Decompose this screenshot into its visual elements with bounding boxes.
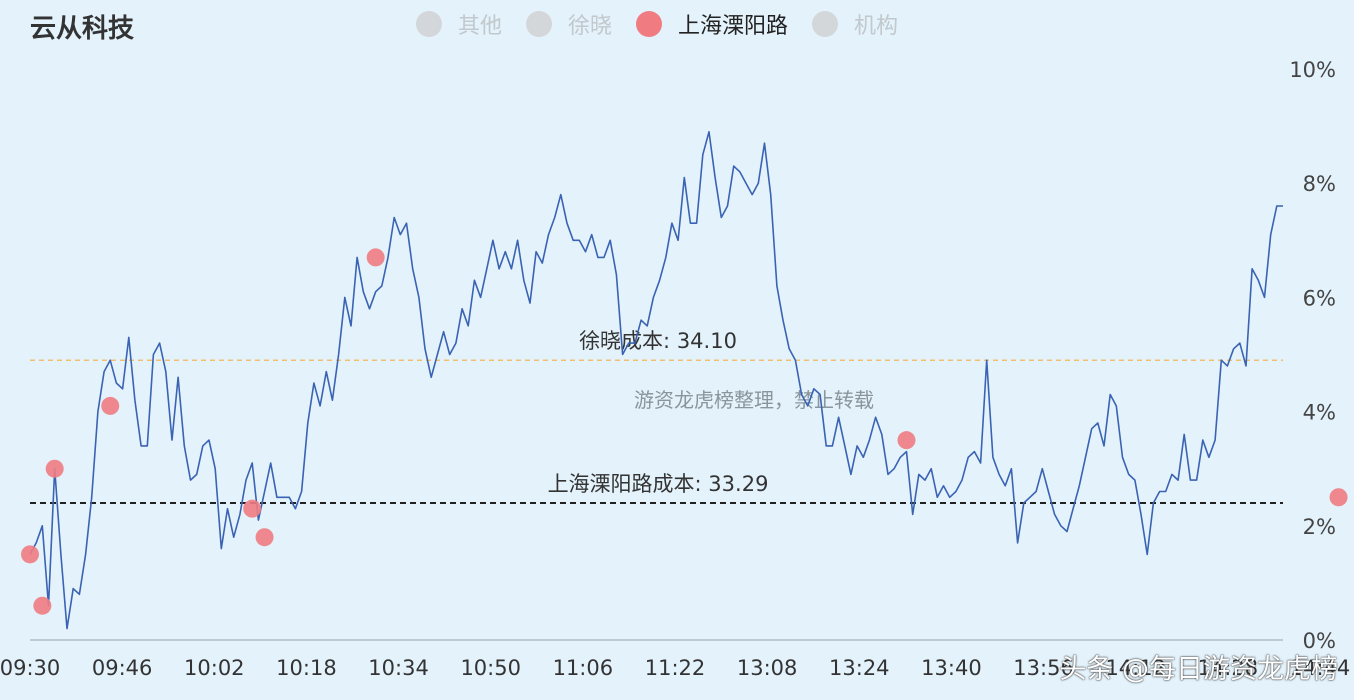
trade-marker-dot	[255, 528, 274, 547]
x-tick-label: 11:06	[553, 656, 614, 680]
x-tick-label: 11:22	[645, 656, 706, 680]
trade-marker-dot	[21, 545, 39, 564]
x-tick-label: 10:02	[184, 656, 245, 680]
x-tick-label: 09:30	[0, 656, 60, 680]
legend-dot-icon	[526, 11, 553, 37]
x-tick-label: 09:46	[92, 656, 153, 680]
cost-reference-label: 上海溧阳路成本: 33.29	[548, 472, 769, 496]
cost-reference-label: 徐晓成本: 34.10	[579, 329, 737, 353]
trade-marker-dot	[897, 431, 916, 450]
x-tick-label: 14:28	[1198, 656, 1259, 680]
legend-dot-icon	[416, 11, 442, 37]
legend-label: 徐晓	[568, 14, 613, 39]
legend-label: 上海溧阳路	[678, 14, 789, 39]
legend-label: 其他	[458, 14, 503, 39]
legend-dot-icon	[812, 11, 839, 37]
x-tick-label: 13:08	[737, 656, 798, 680]
x-tick-label: 13:56	[1013, 656, 1074, 680]
legend-item[interactable]: 上海溧阳路	[636, 8, 788, 40]
source-watermark: 头条 @每日游资龙虎榜	[1059, 654, 1338, 685]
price-series-line	[29, 131, 1283, 630]
y-tick-label: 10%	[1289, 58, 1336, 82]
legend-item[interactable]: 徐晓	[526, 8, 612, 40]
legend-label: 机构	[854, 14, 899, 39]
legend-item[interactable]: 机构	[812, 8, 898, 40]
x-tick-label: 14:44	[1290, 656, 1351, 680]
x-tick-label: 10:34	[368, 656, 429, 680]
chart-legend: 其他 徐晓 上海溧阳路 机构	[416, 8, 922, 40]
trade-marker-dot	[33, 596, 52, 615]
y-tick-label: 6%	[1303, 286, 1336, 310]
x-tick-label: 10:50	[460, 656, 521, 680]
chart-title: 云从科技	[30, 14, 135, 44]
trade-marker-dot	[101, 396, 120, 415]
y-tick-label: 0%	[1303, 629, 1336, 653]
x-tick-label: 10:18	[276, 656, 337, 680]
x-tick-label: 13:24	[829, 656, 890, 680]
chart-watermark: 游资龙虎榜整理，禁止转载	[634, 388, 874, 412]
y-tick-label: 8%	[1303, 172, 1336, 196]
trade-marker-dot	[45, 459, 64, 478]
y-tick-label: 2%	[1303, 515, 1336, 539]
x-tick-label: 13:40	[921, 656, 982, 680]
trade-marker-dot	[366, 248, 385, 267]
legend-dot-icon	[636, 11, 663, 37]
legend-item[interactable]: 其他	[416, 8, 502, 40]
trade-marker-dot	[1329, 488, 1348, 507]
y-tick-label: 4%	[1303, 401, 1336, 425]
trade-marker-dot	[243, 499, 262, 518]
x-tick-label: 14:12	[1105, 656, 1166, 680]
